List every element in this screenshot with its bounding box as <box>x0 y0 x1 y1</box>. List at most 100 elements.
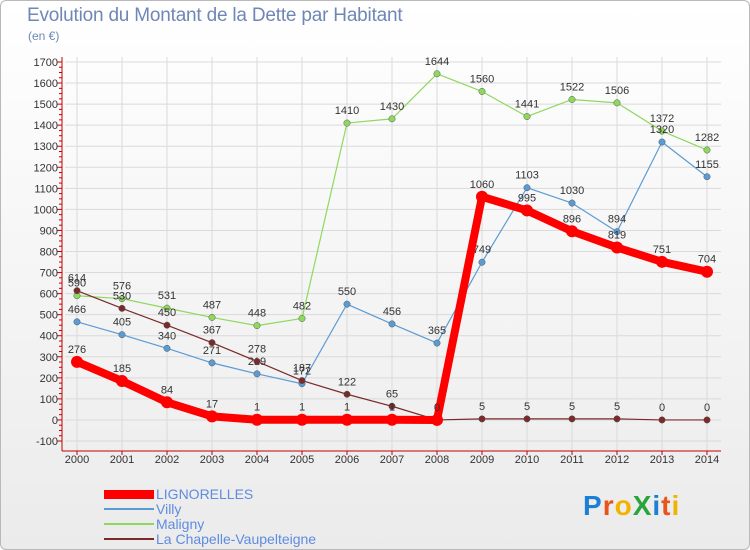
data-point-la-chapelle-vaupelteigne <box>163 321 171 329</box>
y-tick-label: 0 <box>52 415 58 427</box>
data-label-maligny: 1410 <box>335 105 359 117</box>
y-tick-label: 100 <box>40 394 58 406</box>
x-tick-label: 2009 <box>470 454 494 466</box>
data-point-villy <box>523 184 531 192</box>
y-tick-label: 900 <box>40 225 58 237</box>
data-point-maligny <box>613 99 621 107</box>
data-label-lignorelles: 17 <box>206 398 218 410</box>
data-point-maligny <box>433 70 441 78</box>
data-label-villy: 340 <box>158 330 176 342</box>
data-point-maligny <box>388 115 396 123</box>
y-tick-label: 200 <box>40 373 58 385</box>
data-point-lignorelles <box>386 413 398 426</box>
data-point-villy <box>703 173 711 181</box>
data-point-lignorelles <box>341 413 353 426</box>
y-tick-label: 600 <box>40 289 58 301</box>
data-point-villy <box>73 318 81 326</box>
data-point-villy <box>433 339 441 347</box>
data-label-maligny: 1372 <box>650 113 674 125</box>
x-tick-label: 2011 <box>560 454 584 466</box>
data-label-maligny: 448 <box>248 308 266 320</box>
data-label-lignorelles: 84 <box>161 384 173 396</box>
y-tick-label: 1400 <box>34 120 58 132</box>
data-point-villy <box>613 228 621 236</box>
data-label-villy: 1155 <box>695 159 719 171</box>
data-point-la-chapelle-vaupelteigne <box>253 357 261 365</box>
data-point-villy <box>388 320 396 328</box>
data-point-maligny <box>298 315 306 322</box>
data-label-la-chapelle-vaupelteigne: 450 <box>158 307 176 319</box>
x-tick-label: 2008 <box>425 454 449 466</box>
data-point-la-chapelle-vaupelteigne <box>523 415 531 423</box>
y-tick-label: 1700 <box>34 57 58 69</box>
y-tick-label: 1200 <box>34 162 58 174</box>
data-point-villy <box>253 370 261 378</box>
data-point-villy <box>658 138 666 146</box>
data-label-lignorelles: 819 <box>608 229 626 241</box>
data-point-maligny <box>703 146 711 154</box>
x-tick-label: 2010 <box>515 454 539 466</box>
y-tick-label: 800 <box>40 247 58 259</box>
data-label-lignorelles: 0 <box>434 402 440 414</box>
data-label-lignorelles: 1 <box>299 402 305 414</box>
data-label-lignorelles: 896 <box>563 213 581 225</box>
legend-label: Maligny <box>156 516 205 532</box>
legend-label: LIGNORELLES <box>156 486 254 502</box>
data-point-la-chapelle-vaupelteigne <box>73 287 81 295</box>
data-point-villy <box>478 258 486 266</box>
proxiti-logo: ProXiti <box>583 490 681 521</box>
chart-title: Evolution du Montant de la Dette par Hab… <box>27 5 403 26</box>
data-label-la-chapelle-vaupelteigne: 187 <box>293 363 311 375</box>
data-point-lignorelles <box>161 396 173 409</box>
data-label-villy: 1103 <box>515 170 539 182</box>
data-label-la-chapelle-vaupelteigne: 0 <box>659 402 665 414</box>
data-point-la-chapelle-vaupelteigne <box>568 415 576 423</box>
data-point-la-chapelle-vaupelteigne <box>658 416 666 424</box>
legend-item-maligny: Maligny <box>104 516 205 532</box>
data-label-lignorelles: 704 <box>698 254 716 266</box>
legend-label: Villy <box>156 501 182 517</box>
data-label-villy: 456 <box>383 306 401 318</box>
data-point-villy <box>163 344 171 352</box>
x-tick-label: 2000 <box>65 454 89 466</box>
data-label-villy: 550 <box>338 286 356 298</box>
x-tick-label: 2007 <box>380 454 404 466</box>
data-point-la-chapelle-vaupelteigne <box>613 415 621 423</box>
data-label-lignorelles: 185 <box>113 363 131 375</box>
data-label-la-chapelle-vaupelteigne: 122 <box>338 376 356 388</box>
data-point-la-chapelle-vaupelteigne <box>208 339 216 347</box>
data-label-maligny: 487 <box>203 299 221 311</box>
data-label-lignorelles: 1 <box>344 402 350 414</box>
legend-swatch <box>104 523 154 525</box>
data-label-lignorelles: 1060 <box>470 179 494 191</box>
data-label-la-chapelle-vaupelteigne: 5 <box>614 401 620 413</box>
data-label-la-chapelle-vaupelteigne: 367 <box>203 325 221 337</box>
y-tick-label: 1500 <box>34 99 58 111</box>
data-label-la-chapelle-vaupelteigne: 278 <box>248 343 266 355</box>
data-label-maligny: 482 <box>293 300 311 312</box>
data-point-la-chapelle-vaupelteigne <box>118 304 126 312</box>
y-tick-label: 500 <box>40 310 58 322</box>
data-point-la-chapelle-vaupelteigne <box>703 416 711 424</box>
data-label-lignorelles: 995 <box>518 192 536 204</box>
data-label-la-chapelle-vaupelteigne: 5 <box>479 401 485 413</box>
data-point-lignorelles <box>701 265 713 278</box>
y-tick-label: -100 <box>36 436 58 448</box>
data-label-villy: 749 <box>473 244 491 256</box>
data-point-la-chapelle-vaupelteigne <box>343 390 351 398</box>
data-point-la-chapelle-vaupelteigne <box>298 377 306 385</box>
legend-label: La Chapelle-Vaupelteigne <box>156 531 317 547</box>
x-tick-label: 2003 <box>200 454 224 466</box>
data-label-la-chapelle-vaupelteigne: 5 <box>569 401 575 413</box>
data-point-maligny <box>343 119 351 127</box>
x-tick-label: 2006 <box>335 454 359 466</box>
x-tick-label: 2001 <box>110 454 134 466</box>
data-label-villy: 172 <box>293 366 311 378</box>
data-point-maligny <box>118 295 126 303</box>
data-label-maligny: 1644 <box>425 56 449 68</box>
data-point-villy <box>343 300 351 308</box>
data-label-la-chapelle-vaupelteigne: 530 <box>113 290 131 302</box>
data-label-villy: 405 <box>113 317 131 329</box>
data-point-lignorelles <box>476 190 488 203</box>
